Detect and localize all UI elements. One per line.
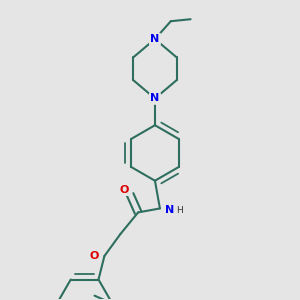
Text: N: N [150,94,160,103]
Text: N: N [165,206,174,215]
Text: O: O [90,251,99,261]
Text: N: N [150,34,160,44]
Text: O: O [120,184,129,195]
Text: H: H [176,206,183,215]
